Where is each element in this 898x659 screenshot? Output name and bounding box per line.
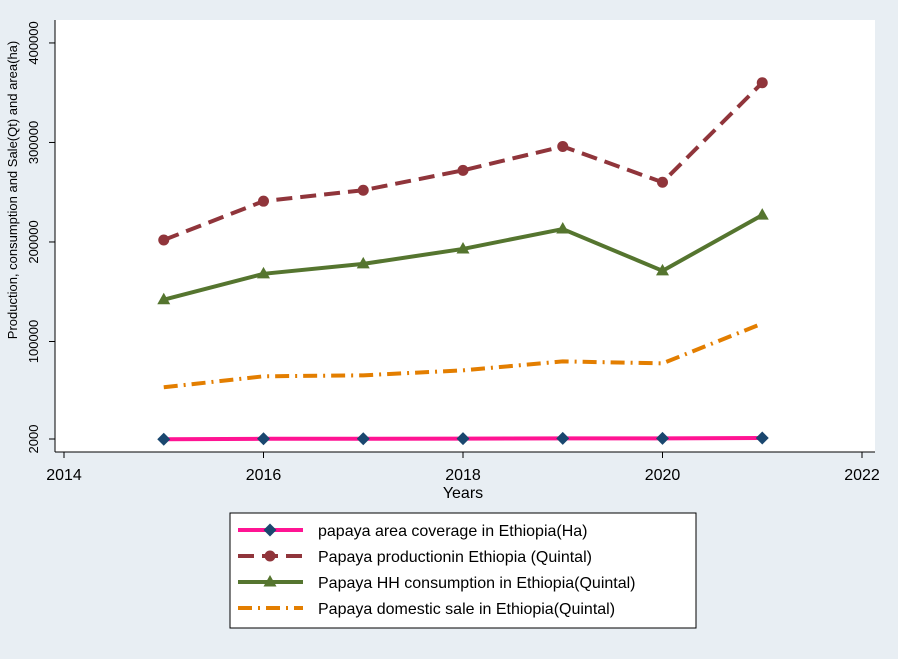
y-tick-label: 100000 <box>26 320 41 363</box>
data-point <box>257 266 270 279</box>
y-tick-label: 300000 <box>26 121 41 164</box>
data-point <box>657 176 668 188</box>
data-point <box>357 184 369 196</box>
y-axis-label: Production, consumption and Sale(Qt) and… <box>5 41 20 339</box>
data-point <box>158 234 170 246</box>
y-axis-ticks: 2000 100000 200000 300000 400000 <box>26 21 55 453</box>
legend-item-2: Papaya productionin Ethiopia (Quintal) <box>238 549 592 566</box>
legend-items: papaya area coverage in Ethiopia(Ha) Papa… <box>238 523 636 618</box>
x-tick-label: 2022 <box>844 467 880 484</box>
y-tick-label: 200000 <box>26 220 41 263</box>
legend-box <box>229 512 697 629</box>
legend: papaya area coverage in Ethiopia(Ha) Papa… <box>229 512 697 629</box>
data-point <box>755 431 769 445</box>
data-point <box>157 292 171 305</box>
data-point <box>656 263 669 276</box>
x-tick-label: 2016 <box>246 467 282 484</box>
legend-item-4: Papaya domestic sale in Ethiopia(Quintal… <box>238 601 615 618</box>
legend-item-1: papaya area coverage in Ethiopia(Ha) <box>238 523 588 540</box>
data-point <box>556 431 570 445</box>
legend-marker <box>264 550 276 562</box>
data-point <box>456 432 470 446</box>
legend-marker <box>263 575 277 587</box>
data-point <box>557 140 569 152</box>
y-tick-label: 2000 <box>26 425 41 454</box>
x-axis-ticks: 2014 2016 2018 2020 2022 <box>46 452 880 484</box>
plot-area <box>55 20 875 452</box>
data-point <box>356 432 370 446</box>
x-axis-label: Years <box>443 485 483 502</box>
legend-marker <box>263 523 277 537</box>
data-point <box>257 432 270 446</box>
data-point <box>258 195 269 207</box>
data-point <box>756 77 768 89</box>
series-3 <box>157 208 769 305</box>
data-point <box>356 256 370 269</box>
legend-item-3: Papaya HH consumption in Ethiopia(Quinta… <box>238 575 636 592</box>
data-point <box>456 241 470 254</box>
legend-label: Papaya productionin Ethiopia (Quintal) <box>318 549 592 566</box>
y-tick-label: 400000 <box>26 21 41 64</box>
series-2 <box>158 77 768 246</box>
series-1 <box>157 431 769 446</box>
x-tick-label: 2020 <box>645 467 681 484</box>
data-point <box>656 431 669 445</box>
legend-label: Papaya HH consumption in Ethiopia(Quinta… <box>318 575 636 592</box>
data-point <box>755 208 769 220</box>
x-tick-label: 2014 <box>46 467 82 484</box>
data-point <box>556 222 570 234</box>
data-point <box>457 164 469 176</box>
legend-label: papaya area coverage in Ethiopia(Ha) <box>318 523 588 540</box>
data-point <box>157 432 171 446</box>
legend-label: Papaya domestic sale in Ethiopia(Quintal… <box>318 601 615 618</box>
series-layer <box>157 77 769 446</box>
x-tick-label: 2018 <box>445 467 481 484</box>
